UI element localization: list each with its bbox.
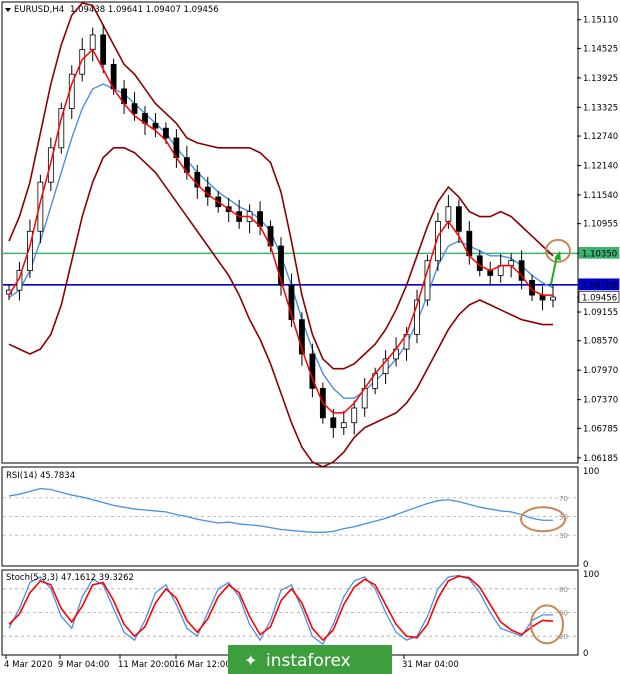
bollinger-upper-line: [8, 2, 554, 370]
date-tick-label: 16 Mar 12:00: [174, 660, 231, 670]
price-tick-label: 1.07370: [583, 396, 618, 406]
candle-body: [550, 296, 556, 301]
rsi-axis-label: 100: [583, 467, 599, 477]
date-axis: 4 Mar 2020 9 Mar 04:00 11 Mar 20:00 16 Mar …: [4, 655, 459, 670]
candle-body: [163, 127, 169, 139]
stoch-level-label: 20: [559, 633, 568, 641]
stoch-axis-label: 100: [583, 570, 599, 580]
annotation-circle: [545, 238, 571, 263]
price-level-label: 1.10350: [582, 249, 617, 259]
price-level-label: 1.09456: [582, 293, 617, 303]
candle-body: [299, 319, 305, 355]
price-level-tag: [578, 278, 620, 291]
price-level-tag: [578, 247, 620, 259]
watermark: ✦ instaforex: [228, 645, 392, 674]
rsi-level-label: 50: [559, 514, 568, 522]
date-tick-label: 11 Mar 20:00: [118, 660, 175, 670]
stoch-level-label: 80: [559, 586, 568, 594]
stoch-axis-label: 0: [583, 649, 588, 659]
watermark-logo-mark: ✦: [244, 651, 257, 670]
price-tick-label: 1.15110: [583, 16, 618, 26]
rsi-axis-label: 0: [583, 560, 588, 570]
price-plot: [3, 2, 577, 468]
price-tick-label: 1.06785: [583, 424, 618, 434]
candle-body: [37, 181, 44, 232]
candle-body: [351, 407, 358, 424]
candle-body: [414, 299, 420, 335]
date-tick-label: 4 Mar 2020: [4, 660, 52, 670]
date-tick-label: 31 Mar 04:00: [402, 660, 459, 670]
date-tick-label: 9 Mar 04:00: [58, 660, 109, 670]
price-tick-label: 1.13925: [583, 74, 618, 84]
rsi-plot: 70 50 30 100 0: [3, 467, 599, 570]
candle-body: [79, 49, 86, 75]
price-tick-label: 1.08570: [583, 337, 618, 347]
candle-body: [131, 103, 138, 114]
rsi-title: RSI(14) 45.7834: [6, 471, 75, 481]
price-tick-label: 1.13325: [583, 103, 618, 113]
price-tick-label: 1.12740: [583, 132, 618, 142]
bollinger-lower-line: [8, 147, 553, 468]
stoch-plot: 80 50 20 100 0: [3, 570, 599, 659]
collapse-triangle-icon[interactable]: [5, 8, 11, 12]
candle-body: [518, 260, 525, 281]
rsi-line: [8, 487, 553, 533]
candle-body: [152, 122, 159, 129]
stoch-title: Stoch(5,3,3) 47.1612 39.3262: [6, 573, 134, 583]
candle-body: [27, 230, 33, 271]
arrow-head-icon: [554, 250, 561, 261]
candle-body: [278, 245, 284, 286]
rsi-level-label: 30: [559, 532, 568, 540]
price-level-label: 1.09709: [582, 281, 617, 291]
price-tick-label: 1.07970: [583, 366, 618, 376]
candle-body: [16, 270, 23, 291]
candle-body: [194, 171, 201, 188]
up-arrow-icon: [550, 255, 558, 285]
price-tick-label: 1.09155: [583, 308, 618, 318]
candle-body: [382, 358, 389, 375]
price-level-tag: [578, 290, 620, 303]
candle-body: [340, 422, 347, 429]
stoch-signal-line: [8, 575, 554, 642]
stoch-level-label: 50: [559, 610, 568, 618]
rsi-annotation-circle: [520, 506, 566, 533]
ohlc-values: 1.09438 1.09641 1.09407 1.09456: [70, 5, 219, 15]
candle-body: [330, 417, 337, 429]
chart-header: EURUSD,H4 1.09438 1.09641 1.09407 1.0945…: [5, 5, 219, 15]
candle-body: [455, 206, 462, 232]
price-tick-label: 1.14525: [583, 44, 618, 54]
price-tick-label: 1.06185: [583, 454, 618, 464]
price-axis: 1.15110 1.14525 1.13925 1.13325 1.12740 1.121…: [577, 16, 620, 464]
rsi-pane-frame: [1, 466, 579, 567]
price-tick-label: 1.11540: [583, 191, 618, 201]
symbol-timeframe: EURUSD,H4: [14, 5, 64, 15]
candle-body: [445, 206, 452, 222]
watermark-background: [228, 645, 392, 674]
candle-body: [100, 34, 107, 65]
candle-body: [435, 221, 441, 262]
price-tick-label: 1.12140: [583, 161, 618, 171]
stoch-annotation-circle: [530, 604, 564, 645]
candle-body: [89, 34, 96, 51]
rsi-level-label: 70: [559, 495, 568, 503]
ma-fast-line: [8, 48, 553, 414]
price-tick-label: 1.10955: [583, 220, 618, 230]
watermark-text: instaforex: [266, 651, 351, 671]
candle-body: [288, 284, 295, 321]
